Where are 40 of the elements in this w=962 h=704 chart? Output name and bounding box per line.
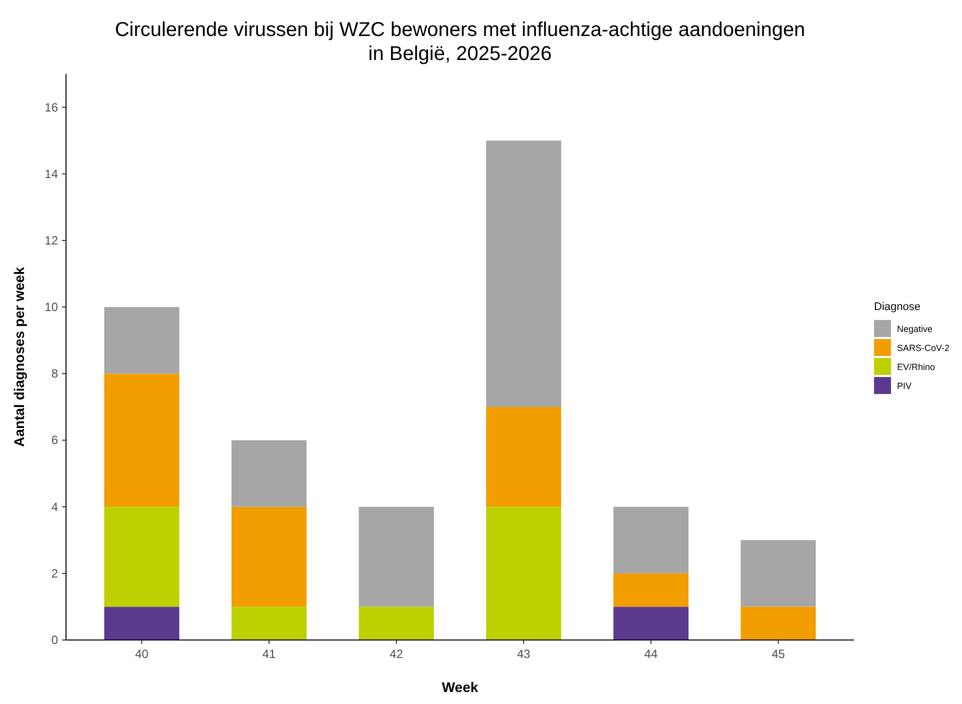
y-tick-label: 10 <box>44 300 58 314</box>
bar <box>104 374 180 507</box>
y-tick-label: 2 <box>51 566 58 580</box>
legend-label: Negative <box>897 324 933 334</box>
bar <box>740 606 816 640</box>
y-tick-label: 0 <box>51 633 58 647</box>
x-tick-label: 44 <box>644 647 658 661</box>
bar <box>104 606 180 640</box>
bar <box>486 506 562 640</box>
x-tick-label: 43 <box>516 647 531 661</box>
legend-label: SARS-CoV-2 <box>897 343 950 353</box>
bar <box>613 573 689 607</box>
y-tick-label: 8 <box>51 366 58 381</box>
bar <box>104 307 180 374</box>
y-tick-label: 4 <box>51 500 58 514</box>
chart-title: Circulerende virussen bij WZC bewoners met influenza-achtige aandoeningen in België, 2025-2026 <box>114 19 806 65</box>
y-tick-label: 16 <box>44 100 58 114</box>
bar <box>358 606 434 640</box>
y-tick-label: 6 <box>51 433 58 448</box>
x-tick-label: 45 <box>772 647 786 661</box>
legend-label: PIV <box>897 381 912 391</box>
x-tick-label: 42 <box>390 647 404 661</box>
legend-title: Diagnose <box>874 301 920 313</box>
bar <box>613 506 689 574</box>
bar <box>104 506 180 607</box>
bar <box>486 140 562 407</box>
y-axis-title: Aantal diagnoses per week <box>11 266 27 447</box>
x-tick-label: 40 <box>135 647 149 661</box>
legend-label: EV/Rhino <box>897 362 936 372</box>
bar <box>231 506 307 607</box>
y-tick-label: 14 <box>44 166 58 181</box>
bar <box>740 540 816 607</box>
bar <box>231 440 307 507</box>
x-tick-label: 41 <box>262 647 276 661</box>
y-tick-label: 12 <box>44 233 58 248</box>
bar <box>613 606 689 640</box>
bar <box>358 506 434 607</box>
bar <box>486 406 562 507</box>
bar <box>231 606 307 640</box>
x-axis-title: Week <box>442 679 478 695</box>
